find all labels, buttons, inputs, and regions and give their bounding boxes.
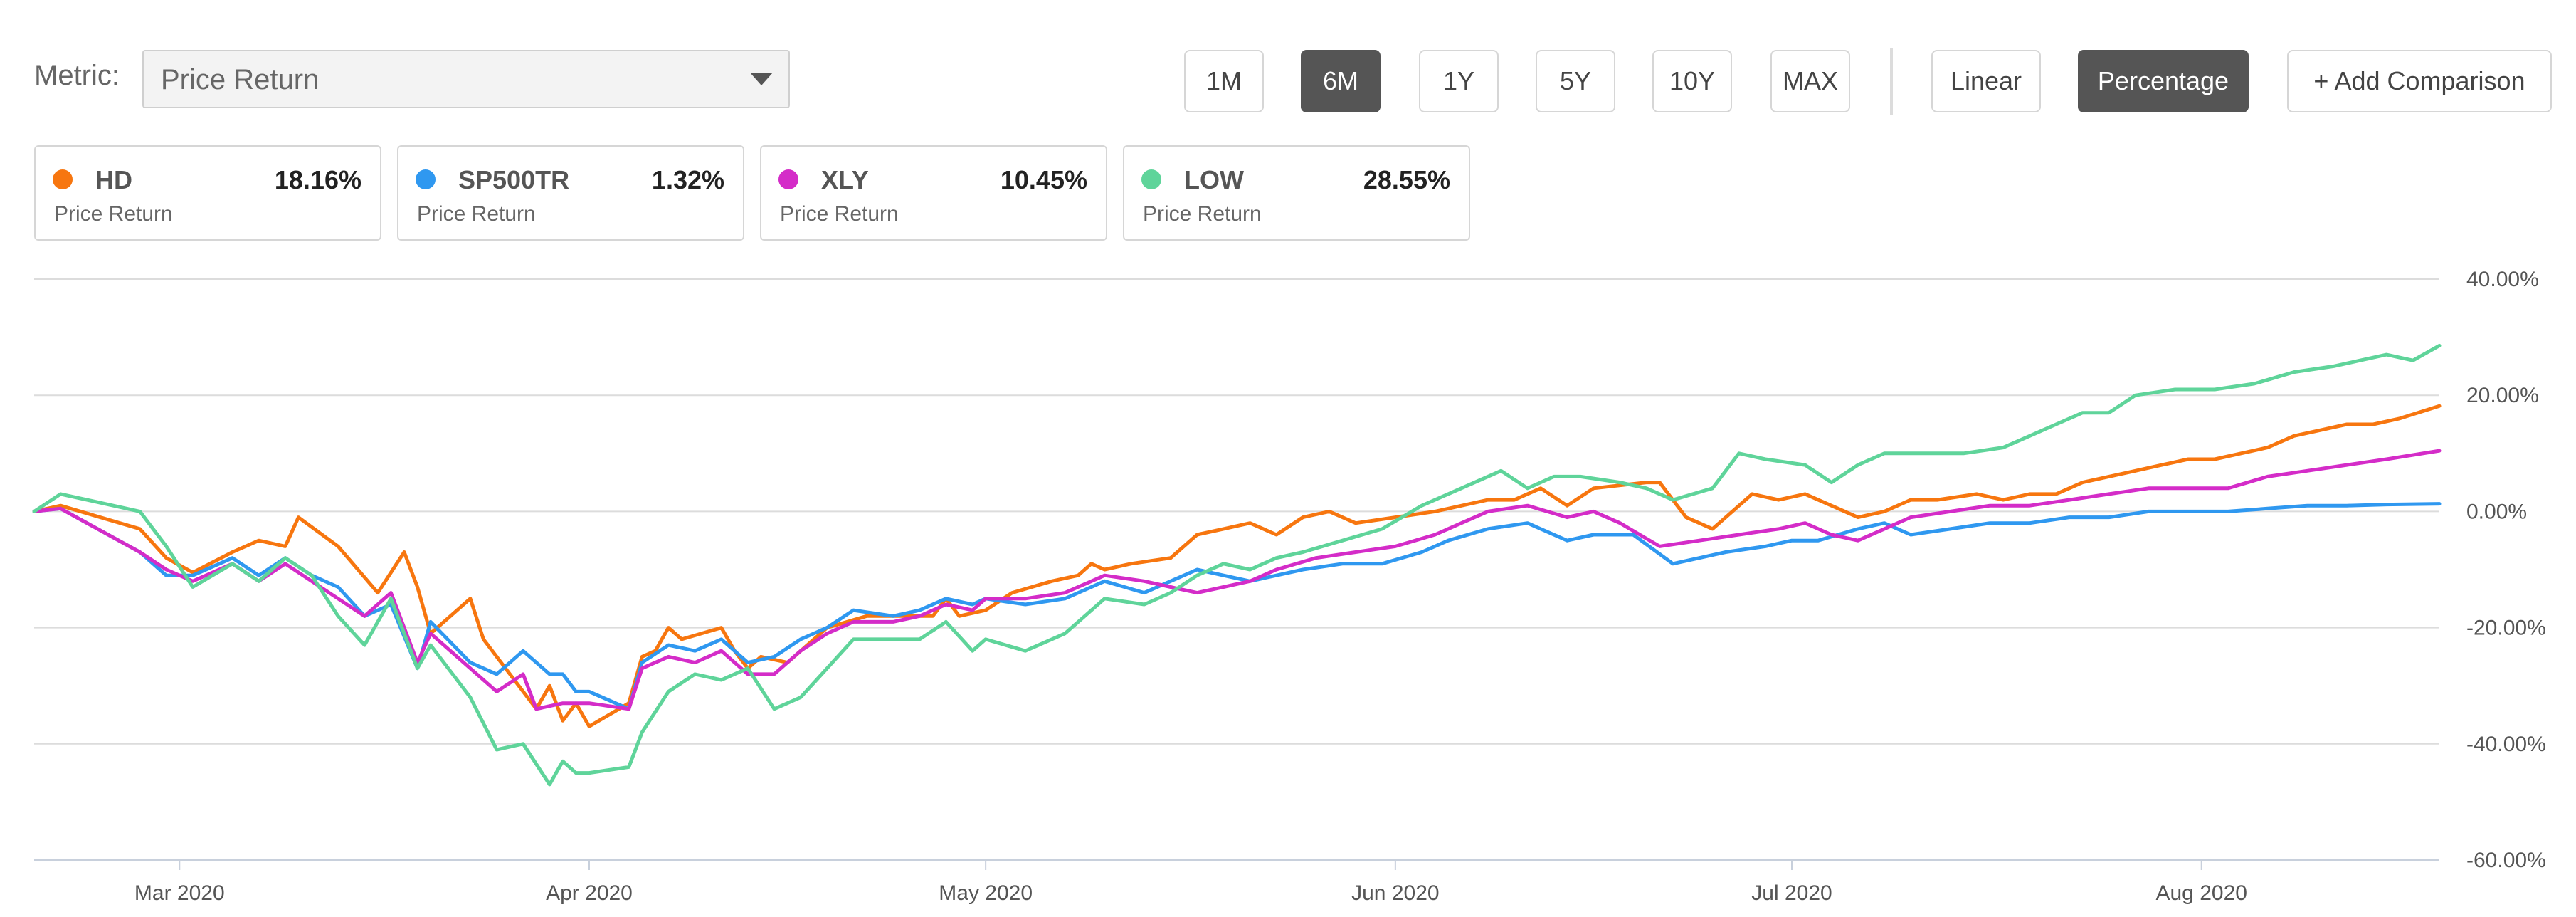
series-line-xly xyxy=(32,449,2442,711)
card-symbol: LOW xyxy=(1184,165,1244,194)
x-tick-label: Jun 2020 xyxy=(1351,881,1439,905)
toolbar-divider xyxy=(1890,48,1893,115)
x-tick-label: May 2020 xyxy=(939,881,1033,905)
card-symbol: XLY xyxy=(821,165,869,194)
series-dot-xly xyxy=(778,169,798,189)
y-tick-label: 20.00% xyxy=(2466,384,2539,407)
legend-card-sp500tr[interactable]: SP500TR 1.32% Price Return xyxy=(397,145,744,241)
scale-button-percentage[interactable]: Percentage xyxy=(2078,50,2249,112)
y-tick-label: 0.00% xyxy=(2466,500,2527,523)
range-button-10y[interactable]: 10Y xyxy=(1652,50,1732,112)
range-button-6m[interactable]: 6M xyxy=(1301,50,1381,112)
metric-label: Metric: xyxy=(34,60,120,91)
card-symbol: HD xyxy=(95,165,132,194)
series-line-sp500tr xyxy=(32,502,2442,711)
metric-select-value: Price Return xyxy=(161,64,320,95)
card-subtitle: Price Return xyxy=(780,202,899,226)
legend-card-xly[interactable]: XLY 10.45% Price Return xyxy=(760,145,1107,241)
x-tick-label: Mar 2020 xyxy=(134,881,225,905)
legend-card-low[interactable]: LOW 28.55% Price Return xyxy=(1123,145,1470,241)
price-return-chart[interactable]: 40.00% 20.00% 0.00% -20.00% -40.00% -60.00% Ma… xyxy=(0,256,2576,917)
range-button-max[interactable]: MAX xyxy=(1770,50,1850,112)
y-tick-label: -20.00% xyxy=(2466,617,2546,640)
y-tick-label: -60.00% xyxy=(2466,849,2546,872)
series-line-low xyxy=(32,343,2442,787)
card-value: 18.16% xyxy=(274,165,361,194)
range-button-1y[interactable]: 1Y xyxy=(1419,50,1499,112)
x-tick-label: Jul 2020 xyxy=(1751,881,1832,905)
y-tick-label: -40.00% xyxy=(2466,733,2546,756)
card-subtitle: Price Return xyxy=(417,202,536,226)
metric-select[interactable]: Price Return xyxy=(142,50,790,108)
scale-button-linear[interactable]: Linear xyxy=(1931,50,2041,112)
chevron-down-icon xyxy=(750,73,773,85)
card-value: 1.32% xyxy=(651,165,724,194)
card-subtitle: Price Return xyxy=(1143,202,1262,226)
x-tick-label: Aug 2020 xyxy=(2155,881,2247,905)
series-dot-low xyxy=(1141,169,1161,189)
card-symbol: SP500TR xyxy=(458,165,570,194)
card-subtitle: Price Return xyxy=(54,202,173,226)
series-dot-sp500tr xyxy=(416,169,436,189)
card-value: 10.45% xyxy=(1000,165,1087,194)
card-value: 28.55% xyxy=(1363,165,1450,194)
range-button-5y[interactable]: 5Y xyxy=(1536,50,1615,112)
series-dot-hd xyxy=(53,169,73,189)
range-button-1m[interactable]: 1M xyxy=(1184,50,1264,112)
x-tick-label: Apr 2020 xyxy=(546,881,633,905)
series-line-hd xyxy=(32,404,2442,728)
add-comparison-button[interactable]: + Add Comparison xyxy=(2287,50,2552,112)
legend-card-hd[interactable]: HD 18.16% Price Return xyxy=(34,145,381,241)
y-tick-label: 40.00% xyxy=(2466,268,2539,291)
